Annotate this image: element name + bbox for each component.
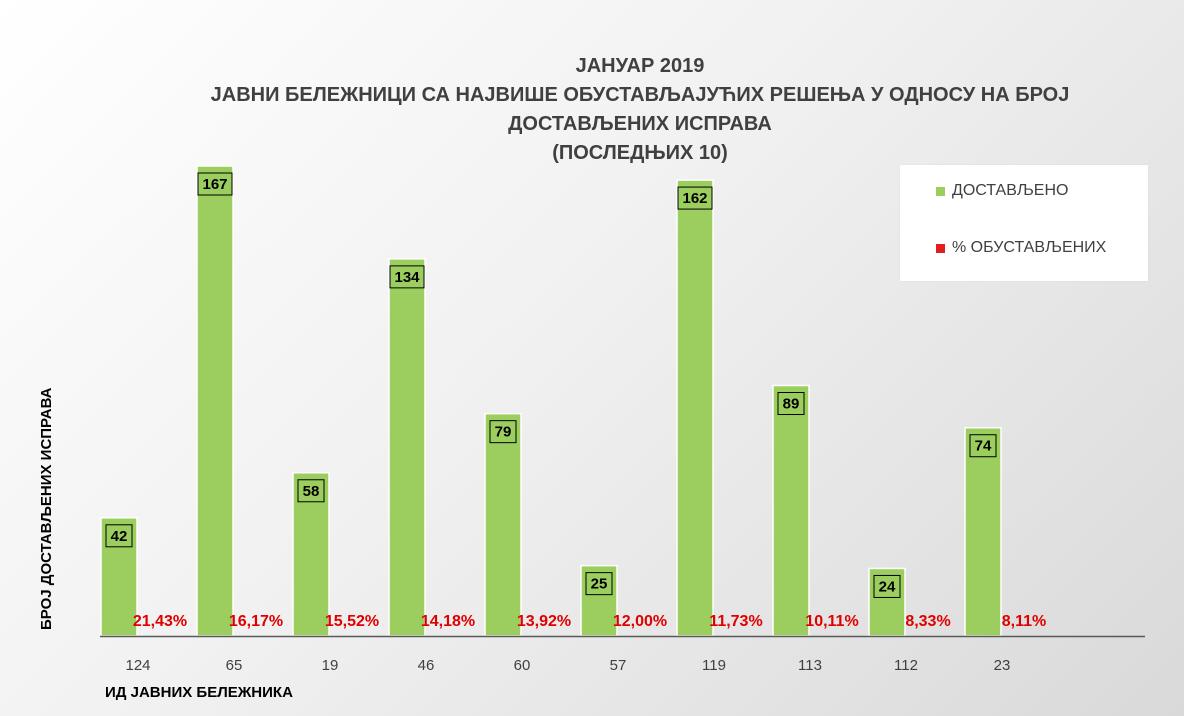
percent-label-113: 10,11% [805, 613, 858, 630]
x-tick-124: 124 [125, 657, 150, 674]
title-line-2: ЈАВНИ БЕЛЕЖНИЦИ СА НАЈВИШЕ ОБУСТАВЉАЈУЋИ… [210, 84, 1070, 106]
x-tick-65: 65 [226, 657, 243, 674]
value-label-box-124 [105, 524, 133, 548]
legend-swatch-suspended [936, 243, 945, 253]
legend-label-suspended: % ОБУСТАВЉЕНИХ [952, 239, 1107, 256]
percent-label-65: 16,17% [229, 613, 283, 630]
value-label-box-19 [297, 479, 325, 503]
legend-item-delivered: ДОСТАВЉЕНО [936, 182, 1068, 200]
x-tick-60: 60 [514, 657, 531, 674]
value-label-box-57 [585, 572, 613, 596]
y-axis-label: БРОЈ ДОСТАВЉЕНИХ ИСПРАВА [38, 387, 55, 631]
x-axis-label: ИД ЈАВНИХ БЕЛЕЖНИКА [105, 684, 293, 701]
percent-label-57: 12,00% [613, 613, 667, 630]
percent-label-124: 21,43% [133, 613, 187, 630]
value-label-box-65 [197, 172, 233, 196]
bar-60 [484, 412, 522, 637]
legend-item-suspended: % ОБУСТАВЉЕНИХ [936, 239, 1106, 257]
bar-23 [964, 426, 1002, 637]
chart-title: ЈАНУАР 2019 ЈАВНИ БЕЛЕЖНИЦИ СА НАЈВИШЕ О… [140, 52, 1140, 168]
value-label-box-23 [969, 434, 997, 458]
value-label-65: 167 [202, 176, 227, 193]
chart-legend: ДОСТАВЉЕНО % ОБУСТАВЉЕНИХ [900, 165, 1148, 281]
legend-swatch-delivered [936, 186, 945, 196]
x-tick-119: 119 [702, 657, 726, 674]
percent-label-23: 8,11% [1002, 613, 1046, 630]
percent-label-19: 15,52% [325, 613, 379, 630]
value-label-57: 25 [591, 576, 608, 593]
value-label-box-119 [677, 186, 713, 210]
value-label-119: 162 [682, 190, 707, 207]
percent-label-119: 11,73% [709, 613, 762, 630]
x-tick-46: 46 [418, 657, 435, 674]
x-tick-19: 19 [322, 657, 339, 674]
legend-label-delivered: ДОСТАВЉЕНО [952, 182, 1069, 199]
value-label-box-113 [777, 392, 805, 416]
value-label-112: 24 [879, 578, 896, 595]
x-tick-23: 23 [994, 657, 1011, 674]
value-label-box-46 [389, 265, 425, 289]
title-line-3: ДОСТАВЉЕНИХ ИСПРАВА [508, 113, 772, 135]
bar-65 [196, 165, 234, 637]
bar-113 [772, 384, 810, 637]
value-label-19: 58 [303, 483, 320, 500]
bar-119 [676, 179, 714, 637]
bar-46 [388, 258, 426, 637]
value-label-124: 42 [111, 528, 128, 545]
value-label-60: 79 [495, 424, 512, 441]
percent-label-112: 8,33% [905, 613, 950, 630]
value-label-23: 74 [975, 438, 992, 455]
value-label-box-112 [873, 574, 901, 598]
value-label-box-60 [489, 420, 517, 444]
title-line-4: (ПОСЛЕДЊИХ 10) [552, 142, 728, 164]
title-line-1: ЈАНУАР 2019 [575, 55, 705, 77]
x-tick-57: 57 [610, 657, 627, 674]
x-tick-112: 112 [894, 657, 918, 674]
percent-label-60: 13,92% [517, 613, 571, 630]
value-label-46: 134 [394, 269, 420, 286]
x-tick-113: 113 [798, 657, 822, 674]
percent-label-46: 14,18% [421, 613, 475, 630]
value-label-113: 89 [783, 396, 800, 413]
